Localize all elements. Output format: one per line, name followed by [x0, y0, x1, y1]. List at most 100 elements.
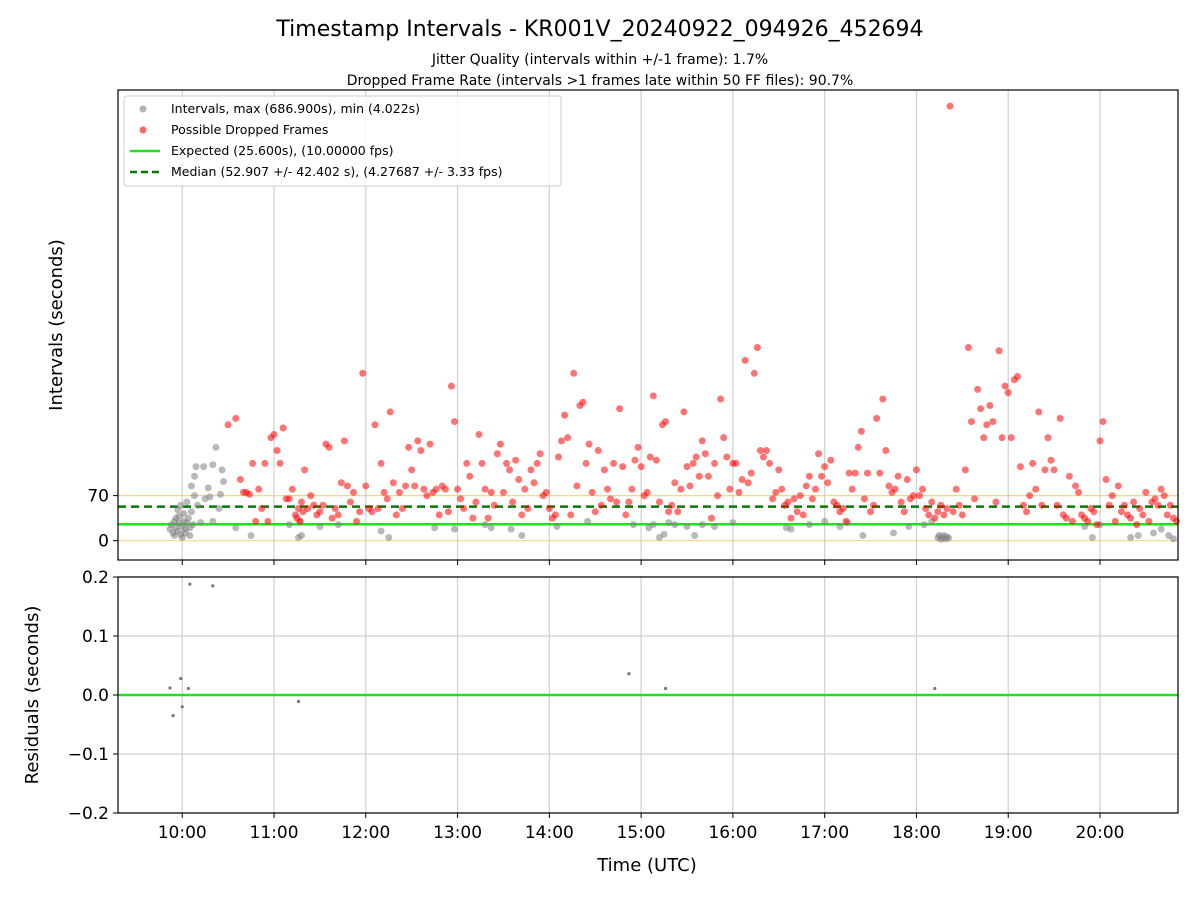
interval-point — [215, 504, 223, 512]
intervals-y-axis-label: Intervals (seconds) — [46, 239, 67, 411]
interval-point — [968, 418, 976, 426]
residual-point — [179, 676, 183, 681]
interval-point — [649, 521, 657, 529]
interval-point — [879, 395, 887, 403]
interval-point — [362, 482, 370, 490]
interval-point — [232, 524, 240, 532]
interval-point — [216, 490, 224, 498]
interval-point — [371, 421, 379, 429]
interval-point — [946, 102, 954, 110]
interval-point — [573, 482, 581, 490]
interval-point — [952, 485, 960, 493]
interval-point — [992, 498, 1000, 506]
interval-point — [717, 395, 725, 403]
interval-point — [744, 479, 752, 487]
interval-point — [671, 521, 679, 529]
interval-point — [704, 472, 712, 480]
interval-point — [1041, 466, 1049, 474]
interval-point — [1081, 523, 1089, 531]
interval-point — [518, 532, 526, 540]
interval-point — [802, 482, 810, 490]
interval-point — [726, 485, 734, 493]
interval-point — [190, 472, 198, 480]
interval-point — [408, 466, 416, 474]
interval-point — [1068, 517, 1076, 525]
interval-point — [1139, 511, 1147, 519]
interval-point — [1004, 389, 1012, 397]
interval-point — [218, 466, 226, 474]
interval-point — [1088, 533, 1096, 541]
interval-point — [732, 459, 740, 467]
interval-point — [677, 485, 685, 493]
interval-point — [1029, 459, 1037, 467]
interval-point — [298, 532, 306, 540]
interval-point — [867, 508, 875, 516]
interval-point — [603, 485, 611, 493]
interval-point — [876, 469, 884, 477]
residuals-panel: 10:00 11:00 12:00 13:00 14:00 15:00 16:00 17:00… — [22, 568, 1179, 876]
interval-point — [741, 356, 749, 364]
interval-point — [655, 498, 663, 506]
interval-point — [815, 450, 823, 458]
residuals-points — [168, 582, 937, 718]
intervals-panel: 0 70 Intervals (seconds) Intervals, max (… — [46, 89, 1180, 565]
interval-point — [209, 517, 217, 525]
interval-point — [481, 521, 489, 529]
interval-point — [564, 434, 572, 442]
interval-point — [1157, 485, 1165, 493]
interval-point — [506, 466, 514, 474]
interval-point — [503, 459, 511, 467]
interval-point — [1133, 521, 1141, 529]
interval-point — [665, 519, 673, 527]
interval-point — [1047, 456, 1055, 464]
interval-point — [1145, 517, 1153, 525]
interval-point — [971, 495, 979, 503]
interval-point — [808, 495, 816, 503]
interval-point — [934, 508, 942, 516]
x-tick-label: 17:00 — [800, 823, 849, 843]
interval-point — [255, 485, 263, 493]
interval-point — [1136, 504, 1144, 512]
interval-point — [1090, 508, 1098, 516]
interval-point — [925, 511, 933, 519]
interval-point — [304, 504, 312, 512]
interval-point — [714, 492, 722, 500]
interval-point — [380, 488, 388, 496]
interval-point — [487, 488, 495, 496]
interval-point — [542, 488, 550, 496]
interval-point — [652, 456, 660, 464]
interval-point — [518, 511, 526, 519]
interval-point — [905, 523, 913, 531]
y-tick-label: 0.1 — [82, 627, 109, 647]
interval-point — [625, 498, 633, 506]
interval-point — [753, 344, 761, 352]
interval-point — [1007, 434, 1015, 442]
interval-point — [414, 437, 422, 445]
y-tick-label: −0.1 — [68, 745, 109, 765]
interval-point — [631, 456, 639, 464]
interval-point — [980, 434, 988, 442]
x-tick-label: 19:00 — [984, 823, 1033, 843]
interval-point — [192, 463, 200, 471]
interval-point — [683, 463, 691, 471]
interval-point — [457, 495, 465, 503]
interval-point — [790, 495, 798, 503]
interval-point — [285, 521, 293, 529]
interval-point — [383, 495, 391, 503]
interval-point — [894, 472, 902, 480]
interval-point — [698, 521, 706, 529]
interval-point — [1108, 492, 1116, 500]
x-tick-label: 11:00 — [250, 823, 299, 843]
interval-point — [680, 408, 688, 416]
interval-point — [616, 405, 624, 413]
interval-point — [551, 511, 559, 519]
interval-point — [955, 501, 963, 509]
interval-point — [1111, 517, 1119, 525]
interval-point — [536, 450, 544, 458]
interval-point — [909, 492, 917, 500]
interval-point — [270, 430, 278, 438]
interval-point — [359, 369, 367, 377]
interval-point — [475, 430, 483, 438]
interval-point — [555, 453, 563, 461]
interval-point — [597, 501, 605, 509]
